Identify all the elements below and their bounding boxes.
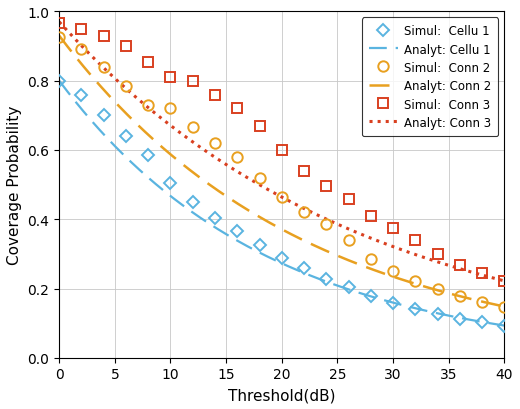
Analyt: Conn 3: (40, 0.222): Conn 3: (40, 0.222): [501, 279, 508, 284]
Simul:  Conn 2: (24, 0.385): Conn 2: (24, 0.385): [323, 222, 329, 227]
Simul:  Cellu 1: (2, 0.758): Cellu 1: (2, 0.758): [79, 94, 85, 99]
Simul:  Cellu 1: (18, 0.325): Cellu 1: (18, 0.325): [256, 243, 263, 248]
Analyt: Conn 3: (23.8, 0.403): Conn 3: (23.8, 0.403): [321, 216, 327, 221]
Simul:  Cellu 1: (38, 0.102): Cellu 1: (38, 0.102): [479, 320, 485, 325]
Simul:  Conn 3: (16, 0.72): Conn 3: (16, 0.72): [234, 107, 240, 112]
Simul:  Cellu 1: (12, 0.45): Cellu 1: (12, 0.45): [190, 200, 196, 205]
Simul:  Cellu 1: (30, 0.157): Cellu 1: (30, 0.157): [390, 301, 396, 306]
Simul:  Conn 2: (4, 0.84): Conn 2: (4, 0.84): [100, 65, 107, 70]
Simul:  Conn 3: (10, 0.81): Conn 3: (10, 0.81): [167, 76, 174, 81]
Simul:  Conn 2: (12, 0.665): Conn 2: (12, 0.665): [190, 126, 196, 130]
Simul:  Conn 3: (28, 0.41): Conn 3: (28, 0.41): [368, 214, 374, 219]
Analyt: Cellu 1: (0, 0.8): Cellu 1: (0, 0.8): [56, 79, 62, 84]
Simul:  Conn 3: (24, 0.495): Conn 3: (24, 0.495): [323, 184, 329, 189]
Simul:  Conn 2: (6, 0.785): Conn 2: (6, 0.785): [123, 84, 129, 89]
Simul:  Conn 3: (36, 0.268): Conn 3: (36, 0.268): [457, 263, 463, 268]
Analyt: Conn 2: (0, 0.93): Conn 2: (0, 0.93): [56, 34, 62, 39]
Simul:  Conn 3: (20, 0.6): Conn 3: (20, 0.6): [279, 148, 285, 153]
Analyt: Conn 3: (32.8, 0.29): Conn 3: (32.8, 0.29): [421, 255, 427, 260]
Simul:  Cellu 1: (36, 0.113): Cellu 1: (36, 0.113): [457, 317, 463, 321]
Simul:  Conn 2: (2, 0.892): Conn 2: (2, 0.892): [79, 47, 85, 52]
Simul:  Cellu 1: (20, 0.288): Cellu 1: (20, 0.288): [279, 256, 285, 261]
Line: Simul:  Cellu 1: Simul: Cellu 1: [55, 77, 509, 330]
Analyt: Conn 2: (19, 0.388): Conn 2: (19, 0.388): [267, 221, 274, 226]
Simul:  Conn 2: (40, 0.148): Conn 2: (40, 0.148): [501, 304, 508, 309]
Simul:  Cellu 1: (16, 0.365): Cellu 1: (16, 0.365): [234, 229, 240, 234]
Simul:  Conn 3: (14, 0.76): Conn 3: (14, 0.76): [212, 93, 218, 98]
Analyt: Conn 3: (19.2, 0.477): Conn 3: (19.2, 0.477): [270, 191, 277, 196]
Simul:  Conn 2: (0, 0.925): Conn 2: (0, 0.925): [56, 36, 62, 41]
Analyt: Cellu 1: (21.6, 0.25): Cellu 1: (21.6, 0.25): [297, 269, 303, 274]
X-axis label: Threshold(dB): Threshold(dB): [228, 387, 335, 402]
Simul:  Conn 2: (10, 0.72): Conn 2: (10, 0.72): [167, 107, 174, 112]
Simul:  Conn 2: (38, 0.162): Conn 2: (38, 0.162): [479, 299, 485, 304]
Analyt: Conn 3: (19, 0.482): Conn 3: (19, 0.482): [267, 189, 274, 194]
Simul:  Conn 2: (22, 0.42): Conn 2: (22, 0.42): [301, 210, 307, 215]
Simul:  Conn 2: (36, 0.178): Conn 2: (36, 0.178): [457, 294, 463, 299]
Simul:  Cellu 1: (34, 0.125): Cellu 1: (34, 0.125): [434, 312, 440, 317]
Simul:  Cellu 1: (4, 0.7): Cellu 1: (4, 0.7): [100, 114, 107, 119]
Simul:  Conn 2: (32, 0.222): Conn 2: (32, 0.222): [412, 279, 419, 284]
Analyt: Cellu 1: (23.8, 0.222): Cellu 1: (23.8, 0.222): [321, 279, 327, 283]
Simul:  Conn 2: (28, 0.285): Conn 2: (28, 0.285): [368, 257, 374, 262]
Simul:  Cellu 1: (8, 0.585): Cellu 1: (8, 0.585): [145, 153, 151, 158]
Analyt: Conn 2: (40, 0.148): Conn 2: (40, 0.148): [501, 304, 508, 309]
Analyt: Conn 2: (21.6, 0.344): Conn 2: (21.6, 0.344): [297, 236, 303, 241]
Simul:  Cellu 1: (10, 0.505): Cellu 1: (10, 0.505): [167, 181, 174, 186]
Simul:  Conn 3: (4, 0.93): Conn 3: (4, 0.93): [100, 34, 107, 39]
Simul:  Cellu 1: (32, 0.14): Cellu 1: (32, 0.14): [412, 307, 419, 312]
Simul:  Cellu 1: (28, 0.178): Cellu 1: (28, 0.178): [368, 294, 374, 299]
Simul:  Conn 3: (30, 0.375): Conn 3: (30, 0.375): [390, 226, 396, 231]
Simul:  Conn 3: (0, 0.968): Conn 3: (0, 0.968): [56, 21, 62, 26]
Simul:  Conn 3: (34, 0.3): Conn 3: (34, 0.3): [434, 252, 440, 257]
Simul:  Cellu 1: (22, 0.258): Cellu 1: (22, 0.258): [301, 266, 307, 271]
Simul:  Conn 2: (8, 0.73): Conn 2: (8, 0.73): [145, 103, 151, 108]
Simul:  Conn 3: (26, 0.458): Conn 3: (26, 0.458): [345, 197, 352, 202]
Simul:  Conn 3: (12, 0.8): Conn 3: (12, 0.8): [190, 79, 196, 84]
Simul:  Cellu 1: (24, 0.228): Cellu 1: (24, 0.228): [323, 276, 329, 281]
Simul:  Conn 2: (16, 0.58): Conn 2: (16, 0.58): [234, 155, 240, 160]
Line: Simul:  Conn 3: Simul: Conn 3: [55, 19, 509, 286]
Y-axis label: Coverage Probability: Coverage Probability: [7, 106, 22, 265]
Simul:  Conn 2: (20, 0.465): Conn 2: (20, 0.465): [279, 195, 285, 200]
Simul:  Conn 2: (18, 0.52): Conn 2: (18, 0.52): [256, 176, 263, 181]
Analyt: Conn 2: (23.8, 0.311): Conn 2: (23.8, 0.311): [321, 248, 327, 253]
Simul:  Conn 3: (32, 0.34): Conn 3: (32, 0.34): [412, 238, 419, 243]
Simul:  Conn 2: (26, 0.34): Conn 2: (26, 0.34): [345, 238, 352, 243]
Simul:  Conn 3: (2, 0.95): Conn 3: (2, 0.95): [79, 27, 85, 32]
Analyt: Conn 3: (21.6, 0.437): Conn 3: (21.6, 0.437): [297, 204, 303, 209]
Simul:  Conn 2: (14, 0.62): Conn 2: (14, 0.62): [212, 141, 218, 146]
Simul:  Conn 3: (18, 0.67): Conn 3: (18, 0.67): [256, 124, 263, 129]
Legend: Simul:  Cellu 1, Analyt: Cellu 1, Simul:  Conn 2, Analyt: Conn 2, Simul:  Conn 3: Simul: Cellu 1, Analyt: Cellu 1, Simul: …: [361, 18, 498, 137]
Line: Simul:  Conn 2: Simul: Conn 2: [54, 33, 510, 312]
Analyt: Cellu 1: (40, 0.093): Cellu 1: (40, 0.093): [501, 324, 508, 328]
Analyt: Cellu 1: (19, 0.288): Cellu 1: (19, 0.288): [267, 256, 274, 261]
Line: Analyt: Cellu 1: Analyt: Cellu 1: [59, 81, 504, 326]
Simul:  Conn 3: (8, 0.855): Conn 3: (8, 0.855): [145, 60, 151, 65]
Line: Analyt: Conn 2: Analyt: Conn 2: [59, 36, 504, 307]
Simul:  Conn 3: (38, 0.244): Conn 3: (38, 0.244): [479, 271, 485, 276]
Analyt: Cellu 1: (39, 0.0979): Cellu 1: (39, 0.0979): [490, 321, 497, 326]
Simul:  Cellu 1: (26, 0.205): Cellu 1: (26, 0.205): [345, 285, 352, 290]
Simul:  Conn 2: (34, 0.198): Conn 2: (34, 0.198): [434, 287, 440, 292]
Simul:  Conn 3: (40, 0.222): Conn 3: (40, 0.222): [501, 279, 508, 284]
Analyt: Conn 3: (39, 0.23): Conn 3: (39, 0.23): [490, 276, 497, 281]
Line: Analyt: Conn 3: Analyt: Conn 3: [59, 23, 504, 281]
Simul:  Cellu 1: (0, 0.8): Cellu 1: (0, 0.8): [56, 79, 62, 84]
Analyt: Conn 2: (32.8, 0.206): Conn 2: (32.8, 0.206): [421, 284, 427, 289]
Analyt: Conn 2: (39, 0.155): Conn 2: (39, 0.155): [490, 302, 497, 307]
Analyt: Conn 2: (19.2, 0.384): Conn 2: (19.2, 0.384): [270, 223, 277, 228]
Simul:  Cellu 1: (14, 0.405): Cellu 1: (14, 0.405): [212, 216, 218, 220]
Simul:  Conn 3: (22, 0.54): Conn 3: (22, 0.54): [301, 169, 307, 174]
Analyt: Cellu 1: (32.8, 0.137): Cellu 1: (32.8, 0.137): [421, 308, 427, 313]
Simul:  Cellu 1: (40, 0.093): Cellu 1: (40, 0.093): [501, 324, 508, 328]
Simul:  Cellu 1: (6, 0.64): Cellu 1: (6, 0.64): [123, 134, 129, 139]
Analyt: Conn 3: (0, 0.97): Conn 3: (0, 0.97): [56, 20, 62, 25]
Simul:  Conn 3: (6, 0.9): Conn 3: (6, 0.9): [123, 45, 129, 49]
Analyt: Cellu 1: (19.2, 0.284): Cellu 1: (19.2, 0.284): [270, 257, 277, 262]
Simul:  Conn 2: (30, 0.252): Conn 2: (30, 0.252): [390, 268, 396, 273]
